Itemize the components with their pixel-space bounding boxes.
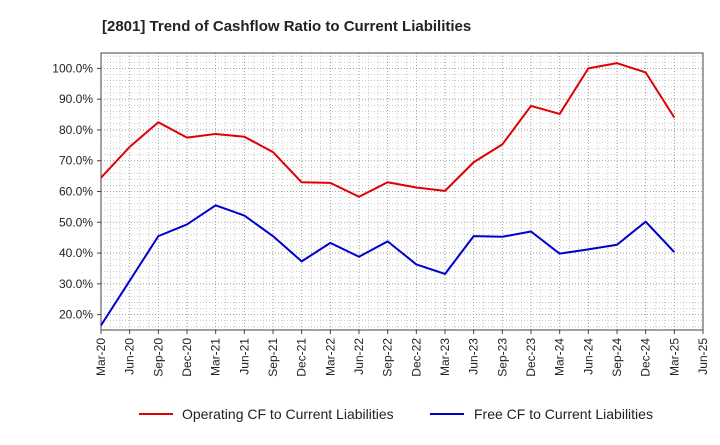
x-tick-label: Sep-24	[610, 338, 624, 377]
x-tick-label: Dec-20	[180, 338, 194, 377]
y-tick-label: 80.0%	[59, 123, 93, 137]
x-tick-label: Jun-22	[352, 338, 366, 375]
x-tick-label: Jun-21	[237, 338, 251, 375]
x-tick-label: Dec-21	[295, 338, 309, 377]
legend: Operating CF to Current Liabilities Free …	[139, 406, 653, 422]
y-tick-label: 40.0%	[59, 246, 93, 260]
y-tick-label: 20.0%	[59, 308, 93, 322]
x-tick-label: Mar-24	[553, 338, 567, 376]
series-line-free-cf	[100, 204, 676, 326]
x-tick-label: Dec-23	[524, 338, 538, 377]
x-tick-label: Sep-20	[151, 338, 165, 377]
x-tick-label: Sep-23	[495, 338, 509, 377]
y-tick-label: 60.0%	[59, 185, 93, 199]
chart-title: [2801] Trend of Cashflow Ratio to Curren…	[102, 18, 471, 35]
series-line-operating-cf	[100, 62, 676, 198]
x-tick-label: Mar-20	[94, 338, 108, 376]
y-tick-label: 100.0%	[52, 61, 93, 75]
y-tick-label: 30.0%	[59, 277, 93, 291]
y-tick-label: 90.0%	[59, 92, 93, 106]
x-tick-label: Jun-25	[696, 338, 710, 375]
x-tick-label: Sep-22	[381, 338, 395, 377]
series-lines	[100, 62, 676, 326]
x-tick-label: Dec-22	[409, 338, 423, 377]
x-tick-label: Jun-24	[581, 338, 595, 375]
x-tick-label: Dec-24	[639, 338, 653, 377]
x-tick-label: Mar-21	[209, 338, 223, 376]
y-tick-label: 50.0%	[59, 215, 93, 229]
grid	[100, 53, 704, 330]
x-tick-label: Mar-22	[323, 338, 337, 376]
legend-label: Free CF to Current Liabilities	[474, 406, 653, 422]
x-tick-label: Jun-23	[467, 338, 481, 375]
x-tick-label: Mar-23	[438, 338, 452, 376]
x-tick-label: Mar-25	[667, 338, 681, 376]
x-tick-label: Jun-20	[123, 338, 137, 375]
axes: 20.0% 30.0% 40.0% 50.0% 60.0% 70.0% 80.0% 90.0%…	[52, 52, 710, 377]
x-tick-label: Sep-21	[266, 338, 280, 377]
legend-label: Operating CF to Current Liabilities	[182, 406, 394, 422]
y-tick-label: 70.0%	[59, 154, 93, 168]
